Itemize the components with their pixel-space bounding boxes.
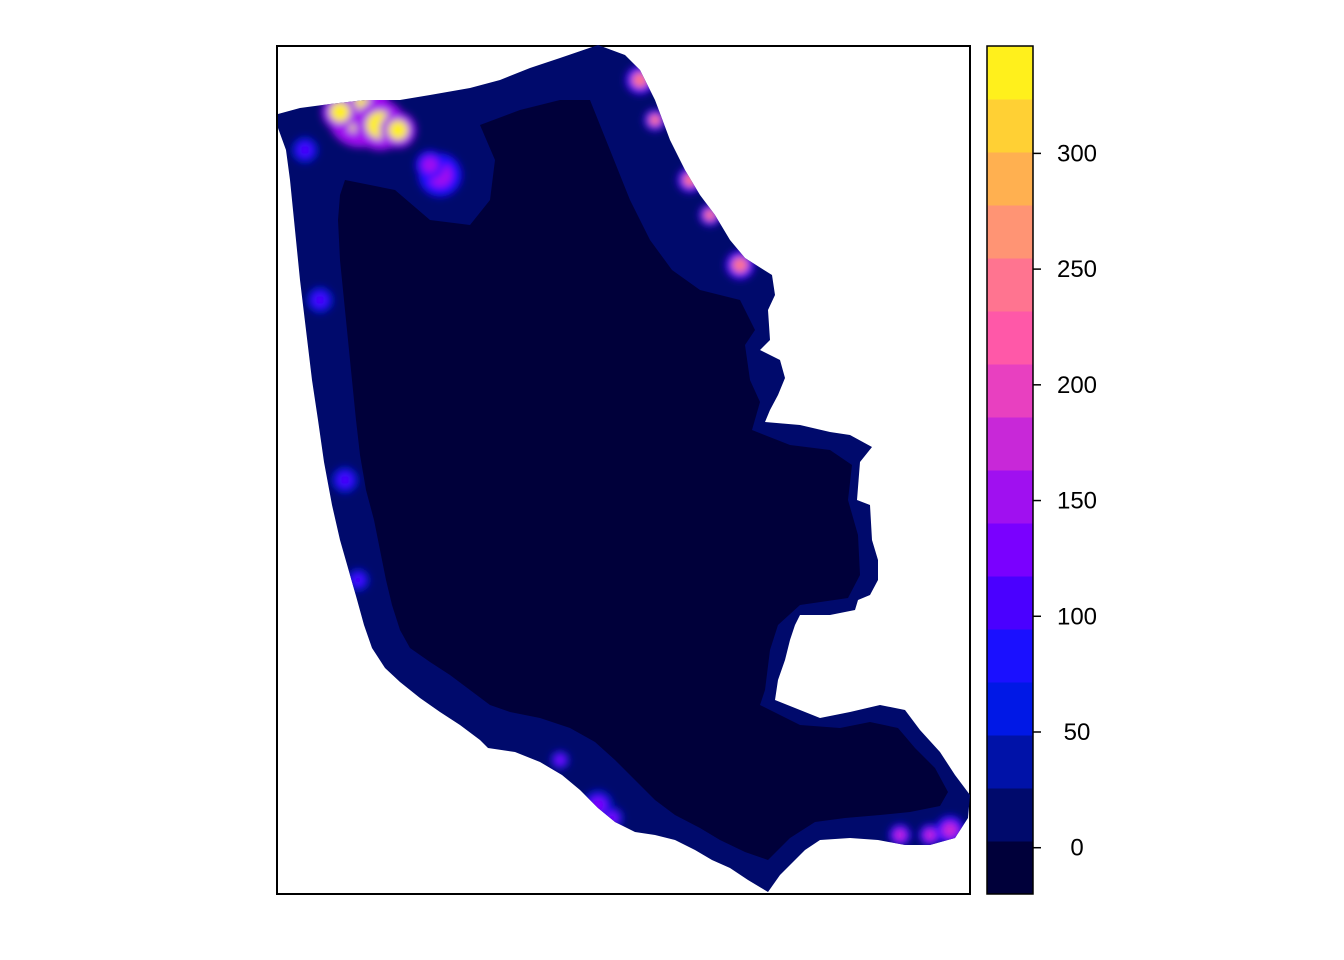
- hotspot-core: [298, 143, 312, 157]
- hotspots: [292, 65, 965, 846]
- colorbar-band: [987, 46, 1033, 100]
- colorbar-band: [987, 152, 1033, 206]
- interior-surface: [338, 100, 948, 860]
- hotspot-core: [352, 574, 364, 586]
- hotspot-core: [555, 755, 565, 765]
- hotspot-core: [732, 257, 748, 273]
- hotspot-core: [942, 822, 958, 838]
- colorbar-band: [987, 629, 1033, 683]
- colorbar-band: [987, 788, 1033, 842]
- colorbar-band: [987, 205, 1033, 259]
- colorbar-band: [987, 258, 1033, 312]
- hotspot-core: [924, 829, 936, 841]
- colorbar-band: [987, 99, 1033, 153]
- hotspot-core: [338, 473, 352, 487]
- hotspot-core: [649, 114, 661, 126]
- colorbar-tick-label: 200: [1057, 372, 1097, 399]
- colorbar-band: [987, 311, 1033, 365]
- colorbar-tick-label: 0: [1070, 835, 1083, 862]
- hotspot-core: [330, 102, 350, 122]
- hotspot-core: [313, 293, 327, 307]
- colorbar-tick-label: 150: [1057, 488, 1097, 515]
- colorbar-tick-label: 100: [1057, 603, 1097, 630]
- hotspot-core: [894, 829, 906, 841]
- colorbar: [987, 46, 1033, 895]
- colorbar-tick-label: 300: [1057, 140, 1097, 167]
- colorbar-band: [987, 470, 1033, 524]
- hotspot-core: [388, 120, 408, 140]
- colorbar-band: [987, 735, 1033, 789]
- colorbar-band: [987, 523, 1033, 577]
- colorbar-band: [987, 417, 1033, 471]
- colorbar-band: [987, 576, 1033, 630]
- colorbar-band: [987, 364, 1033, 418]
- colorbar-tick-label: 50: [1064, 719, 1091, 746]
- colorbar-ticks: 0 50 100 150 200 250 300: [1033, 140, 1097, 862]
- hotspot-core: [422, 157, 438, 173]
- colorbar-band: [987, 841, 1033, 895]
- colorbar-frame: [986, 45, 1034, 895]
- colorbar-tick-label: 250: [1057, 256, 1097, 283]
- colorbar-band: [987, 682, 1033, 736]
